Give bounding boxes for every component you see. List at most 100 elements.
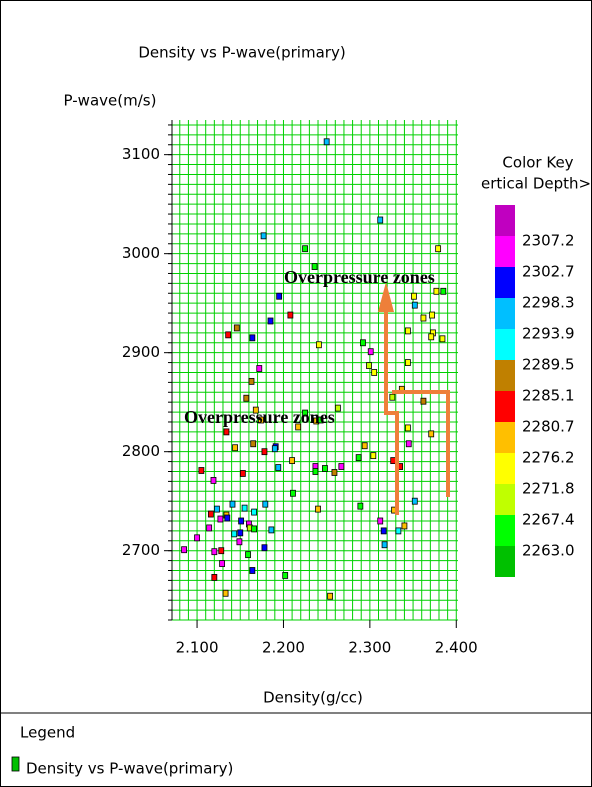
- data-point: [267, 317, 274, 325]
- color-key-label: 2285.1: [522, 387, 575, 405]
- data-point: [236, 538, 243, 546]
- data-point: [323, 138, 330, 146]
- data-point: [377, 517, 384, 525]
- y-tick-label: 3000: [122, 244, 160, 262]
- color-key-title: Color Key: [502, 154, 573, 172]
- data-point: [237, 529, 244, 537]
- annotation: Overpressure zones: [184, 407, 335, 427]
- data-point: [211, 574, 218, 581]
- data-point: [366, 362, 372, 369]
- color-key-label: 2307.2: [522, 232, 575, 250]
- data-point: [248, 377, 255, 385]
- data-point: [428, 430, 435, 438]
- x-tick-label: 2.100: [176, 639, 219, 657]
- data-point: [371, 369, 378, 376]
- data-point: [395, 527, 402, 535]
- data-point: [289, 457, 296, 464]
- data-point: [217, 515, 224, 523]
- data-point: [218, 547, 225, 555]
- y-tick-label: 3100: [122, 145, 160, 163]
- data-point: [243, 394, 250, 402]
- data-point: [420, 397, 427, 405]
- data-point: [334, 404, 341, 412]
- data-point: [322, 465, 328, 472]
- y-tick-label: 2800: [122, 442, 160, 460]
- data-point: [260, 232, 267, 240]
- chart-title: Density vs P-wave(primary): [138, 44, 345, 62]
- data-point: [302, 409, 308, 417]
- data-point: [239, 470, 246, 477]
- data-point: [224, 514, 231, 522]
- color-key-label: 2280.7: [522, 418, 575, 436]
- y-tick-label: 2700: [122, 541, 160, 559]
- color-key-swatch: [495, 360, 515, 391]
- data-point: [225, 331, 232, 339]
- data-point: [223, 428, 230, 436]
- data-point: [276, 292, 283, 300]
- data-point: [181, 546, 187, 554]
- data-point: [401, 522, 408, 530]
- legend-entry: Density vs P-wave(primary): [26, 760, 233, 778]
- color-key-subtitle: ertical Depth>(m: [481, 175, 592, 193]
- data-point: [232, 444, 238, 452]
- color-key-swatch: [495, 205, 515, 236]
- data-point: [404, 327, 411, 335]
- data-point: [261, 544, 268, 552]
- arrow-line: [384, 300, 399, 515]
- arrows: [378, 282, 450, 515]
- color-key-swatch: [495, 236, 515, 267]
- data-point: [211, 548, 218, 556]
- data-point: [214, 505, 220, 513]
- color-key-swatch: [495, 484, 515, 515]
- data-point: [380, 527, 387, 535]
- data-point: [251, 508, 257, 516]
- color-key-swatch: [495, 453, 515, 484]
- data-point: [275, 464, 282, 471]
- data-point: [331, 469, 338, 476]
- data-point: [389, 393, 396, 401]
- data-point: [256, 365, 263, 372]
- color-key-swatch: [495, 422, 515, 453]
- data-point: [411, 292, 417, 300]
- data-point: [439, 335, 446, 343]
- color-key-label: 2298.3: [522, 294, 575, 312]
- data-point: [295, 423, 302, 431]
- legend-title: Legend: [20, 724, 75, 742]
- data-point: [251, 525, 257, 533]
- color-key-label: 2289.5: [522, 356, 575, 374]
- data-point: [370, 452, 377, 460]
- data-point: [312, 468, 319, 475]
- data-point: [250, 440, 257, 448]
- data-point: [222, 589, 229, 597]
- data-point: [404, 424, 411, 432]
- data-point: [271, 445, 278, 453]
- data-point: [357, 502, 364, 510]
- data-point: [261, 448, 268, 456]
- data-point: [360, 339, 366, 347]
- data-point: [198, 467, 205, 474]
- data-point: [317, 416, 324, 424]
- data-point: [231, 530, 238, 538]
- data-point: [287, 311, 294, 319]
- data-point: [206, 524, 213, 532]
- data-point: [262, 500, 269, 508]
- data-point: [207, 510, 214, 518]
- data-point: [381, 541, 388, 549]
- data-point: [355, 454, 362, 462]
- arrow-head: [378, 282, 394, 312]
- color-key-label: 2276.2: [522, 449, 575, 467]
- data-point: [282, 572, 289, 579]
- data-point: [229, 500, 236, 508]
- color-key-swatch: [495, 546, 515, 577]
- data-point: [440, 287, 447, 295]
- color-key-swatch: [495, 391, 515, 422]
- data-point: [249, 567, 256, 574]
- data-point: [420, 314, 427, 322]
- data-point: [258, 416, 264, 424]
- data-point: [194, 534, 200, 542]
- color-key-label: 2302.7: [522, 263, 575, 281]
- color-key-swatch: [495, 329, 515, 360]
- x-tick-label: 2.200: [262, 639, 305, 657]
- data-point: [327, 592, 334, 600]
